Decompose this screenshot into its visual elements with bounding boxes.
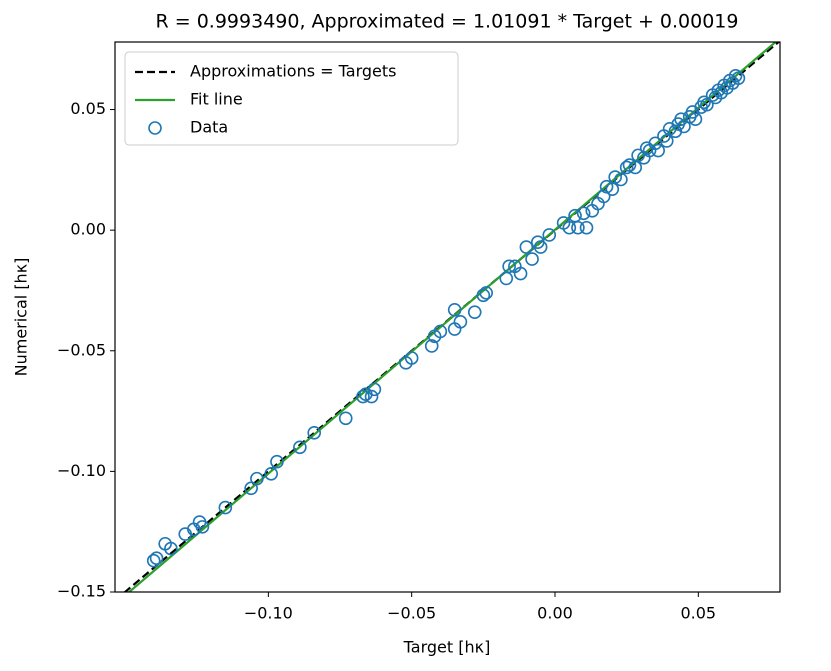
data-point [447, 302, 462, 317]
plot-area [123, 42, 780, 592]
x-axis-label: Target [hκ] [403, 638, 491, 657]
data-point [533, 240, 548, 254]
data-point [149, 551, 164, 566]
legend-label: Approximations = Targets [190, 62, 396, 81]
legend-box [124, 51, 459, 146]
chart-title: R = 0.9993490, Approximated = 1.01091 * … [156, 11, 739, 33]
legend-marker [148, 121, 162, 135]
data-point [476, 288, 491, 303]
data-point [264, 466, 279, 481]
y-tick-label: 0.05 [70, 99, 106, 118]
data-point [270, 454, 284, 469]
data-point [542, 228, 557, 242]
data-point [674, 112, 688, 126]
data-point [525, 252, 539, 266]
data-point [364, 389, 379, 404]
data-point [499, 271, 514, 286]
data-point [356, 389, 370, 404]
data-point [146, 553, 161, 568]
data-point [688, 112, 703, 126]
data-point [596, 189, 611, 204]
data-point [479, 286, 493, 300]
data-point [562, 220, 577, 235]
legend-label: Data [190, 118, 228, 137]
data-point [338, 411, 353, 426]
data-point [433, 324, 448, 339]
y-tick-label: −0.05 [57, 340, 106, 359]
data-point [218, 500, 233, 515]
x-tick-label: 0.00 [537, 604, 573, 623]
data-point [502, 259, 516, 274]
y-tick-label: 0.00 [70, 220, 106, 239]
legend-label: Fit line [190, 90, 243, 109]
data-point [164, 541, 178, 556]
legend: Approximations = Targets Fit line Data [124, 51, 459, 146]
data-point [293, 440, 307, 455]
data-point [571, 220, 585, 235]
data-point [579, 220, 594, 235]
y-tick-label: −0.15 [57, 582, 106, 601]
data-point [195, 520, 210, 534]
x-tick-label: −0.10 [244, 604, 293, 623]
data-point [576, 206, 591, 221]
data-point [731, 71, 746, 85]
x-tick-label: 0.05 [680, 604, 716, 623]
plot-frame [114, 41, 781, 593]
x-tick-label: −0.05 [387, 604, 436, 623]
data-point [307, 425, 322, 440]
data-point [651, 143, 665, 158]
data-point [513, 266, 528, 281]
data-point [250, 471, 264, 486]
data-point [614, 172, 628, 187]
data-point [697, 95, 711, 110]
data-point [467, 305, 482, 319]
data-point [519, 240, 534, 254]
data-point [404, 351, 419, 365]
data-point [619, 160, 634, 175]
y-tick-label: −0.10 [57, 461, 106, 480]
data-point [367, 382, 382, 397]
data-point [453, 315, 468, 329]
y-axis-label: Numerical [hκ] [12, 258, 31, 377]
data-point [424, 339, 439, 353]
data-point [728, 68, 743, 83]
